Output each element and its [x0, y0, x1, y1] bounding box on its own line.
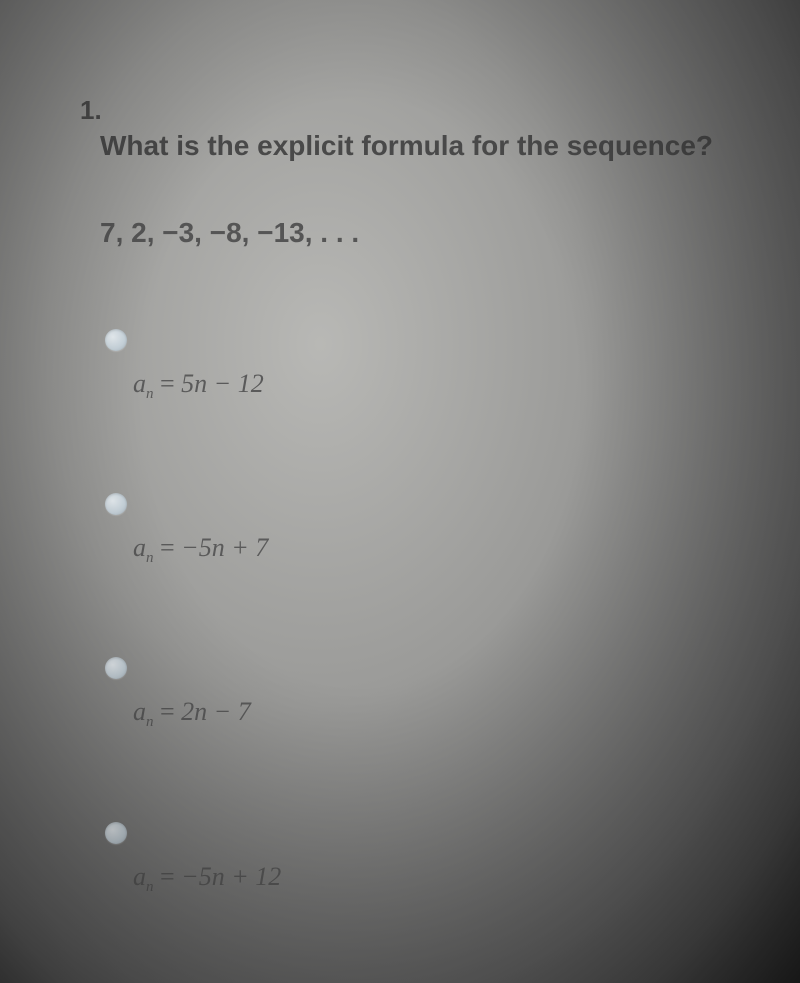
option-b[interactable]: an = −5n + 7 — [105, 493, 760, 567]
question-prompt: What is the explicit formula for the seq… — [100, 130, 760, 162]
formula-rhs: 5n − 12 — [181, 369, 264, 398]
option-formula: an = 5n − 12 — [133, 369, 760, 403]
formula-sub: n — [146, 715, 154, 731]
radio-icon[interactable] — [105, 329, 127, 351]
formula-rhs: 2n − 7 — [181, 697, 251, 726]
formula-rhs: −5n + 7 — [181, 533, 268, 562]
options-group: an = 5n − 12 an = −5n + 7 an = 2n − 7 — [105, 329, 760, 896]
formula-eq: = — [160, 369, 175, 398]
formula-sub: n — [146, 550, 154, 566]
formula-sub: n — [146, 879, 154, 895]
option-formula: an = −5n + 12 — [133, 862, 760, 896]
radio-icon[interactable] — [105, 493, 127, 515]
formula-var: a — [133, 533, 146, 562]
option-d[interactable]: an = −5n + 12 — [105, 822, 760, 896]
formula-sub: n — [146, 386, 154, 402]
formula-rhs: −5n + 12 — [181, 862, 281, 891]
option-a[interactable]: an = 5n − 12 — [105, 329, 760, 403]
question-sequence: 7, 2, −3, −8, −13, . . . — [100, 217, 760, 249]
formula-eq: = — [160, 533, 175, 562]
radio-icon[interactable] — [105, 657, 127, 679]
formula-var: a — [133, 369, 146, 398]
question-number: 1. — [80, 95, 102, 126]
option-formula: an = −5n + 7 — [133, 533, 760, 567]
radio-icon[interactable] — [105, 822, 127, 844]
formula-eq: = — [160, 862, 175, 891]
question-page: 1. What is the explicit formula for the … — [0, 0, 800, 983]
formula-var: a — [133, 862, 146, 891]
option-c[interactable]: an = 2n − 7 — [105, 657, 760, 731]
option-formula: an = 2n − 7 — [133, 697, 760, 731]
formula-var: a — [133, 697, 146, 726]
formula-eq: = — [160, 697, 175, 726]
